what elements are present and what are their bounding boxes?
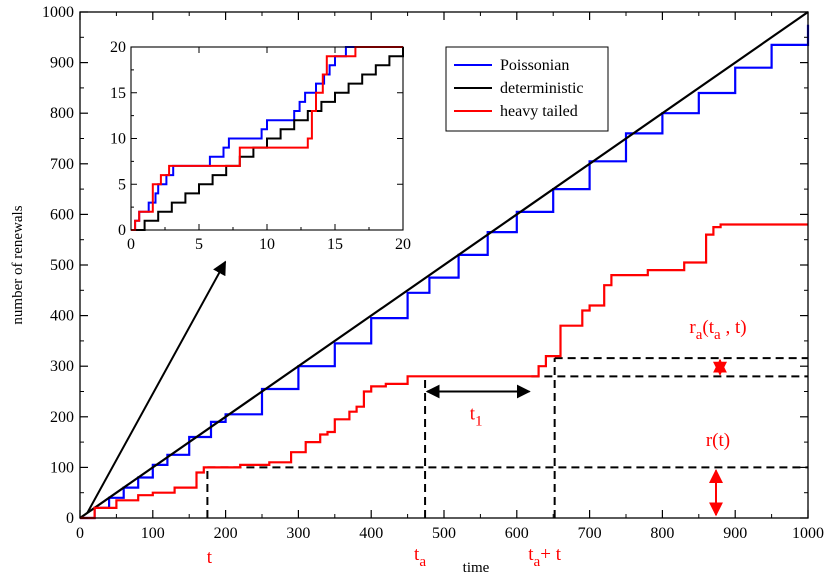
legend-label-poissonian: Poissonian (500, 57, 569, 74)
x-tick-label-1000: 1000 (792, 525, 824, 542)
x-tick-label-500: 500 (432, 525, 456, 542)
annotation-t-a-plus-t: ta+ t (528, 544, 561, 570)
annotation-t-1: t1 (470, 404, 483, 430)
inset-series-line-deterministic (131, 47, 404, 231)
legend: Poissonian deterministic heavy tailed (445, 46, 609, 132)
inset-x-tick-label-20: 20 (395, 236, 411, 253)
main-series-group (79, 11, 810, 520)
x-tick-label-0: 0 (76, 525, 84, 542)
y-tick-label-800: 800 (50, 105, 74, 122)
legend-label-heavy-tailed: heavy tailed (500, 103, 578, 120)
inset-series-line-poissonian (131, 46, 403, 231)
inset-series-line-heavy-tailed (131, 46, 403, 231)
y-tick-label-900: 900 (50, 55, 74, 72)
x-tick-label-600: 600 (505, 525, 529, 542)
y-tick-label-1000: 1000 (42, 4, 74, 21)
x-tick-label-100: 100 (141, 525, 165, 542)
inset-y-tick-label-10: 10 (110, 131, 126, 148)
annotation-t-a: ta (414, 544, 426, 570)
y-tick-label-600: 600 (50, 206, 74, 223)
y-tick-label-300: 300 (50, 358, 74, 375)
y-tick-label-100: 100 (50, 459, 74, 476)
series-line-heavy-tailed (80, 223, 808, 520)
series-line-deterministic (79, 11, 809, 519)
inset-x-tick-label-0: 0 (127, 236, 135, 253)
y-axis-label: number of renewals (10, 205, 26, 324)
x-tick-label-200: 200 (214, 525, 238, 542)
inset-pointer-arrow (86, 260, 227, 514)
x-axis-label: time (463, 560, 490, 576)
guide-lines (206, 357, 808, 518)
inset-series-group (131, 46, 404, 231)
inset-y-tick-label-5: 5 (118, 176, 126, 193)
inset-y-tick-label-20: 20 (110, 39, 126, 56)
series-line-poissonian (80, 24, 810, 520)
x-tick-label-800: 800 (650, 525, 674, 542)
x-tick-label-700: 700 (578, 525, 602, 542)
annotation-r-t: r(t) (706, 430, 730, 451)
inset-x-tick-label-15: 15 (327, 236, 343, 253)
annotation-r-a: ra(ta , t) (689, 317, 746, 343)
inset-y-tick-label-0: 0 (118, 222, 126, 239)
inset-x-tick-label-5: 5 (195, 236, 203, 253)
y-tick-label-200: 200 (50, 409, 74, 426)
inset-arrow (86, 260, 227, 514)
y-tick-label-400: 400 (50, 308, 74, 325)
main-axis-ticks: 0 100 200 300 400 500 600 700 800 900 100001002003… (42, 4, 824, 542)
inset-x-tick-label-10: 10 (259, 236, 275, 253)
x-tick-label-900: 900 (723, 525, 747, 542)
y-tick-label-0: 0 (66, 510, 74, 527)
inset-y-tick-label-15: 15 (110, 85, 126, 102)
annotation-t: t (207, 547, 213, 568)
x-tick-label-300: 300 (286, 525, 310, 542)
y-tick-label-500: 500 (50, 257, 74, 274)
annotations-group: t ta ta+ t t1 r(t) ra(ta , t) (207, 317, 747, 570)
y-tick-label-700: 700 (50, 156, 74, 173)
legend-label-deterministic: deterministic (500, 80, 584, 97)
x-tick-label-400: 400 (359, 525, 383, 542)
inset-axis-ticks: 0 5 10 15 20 0 5 10 15 20 (110, 39, 411, 253)
